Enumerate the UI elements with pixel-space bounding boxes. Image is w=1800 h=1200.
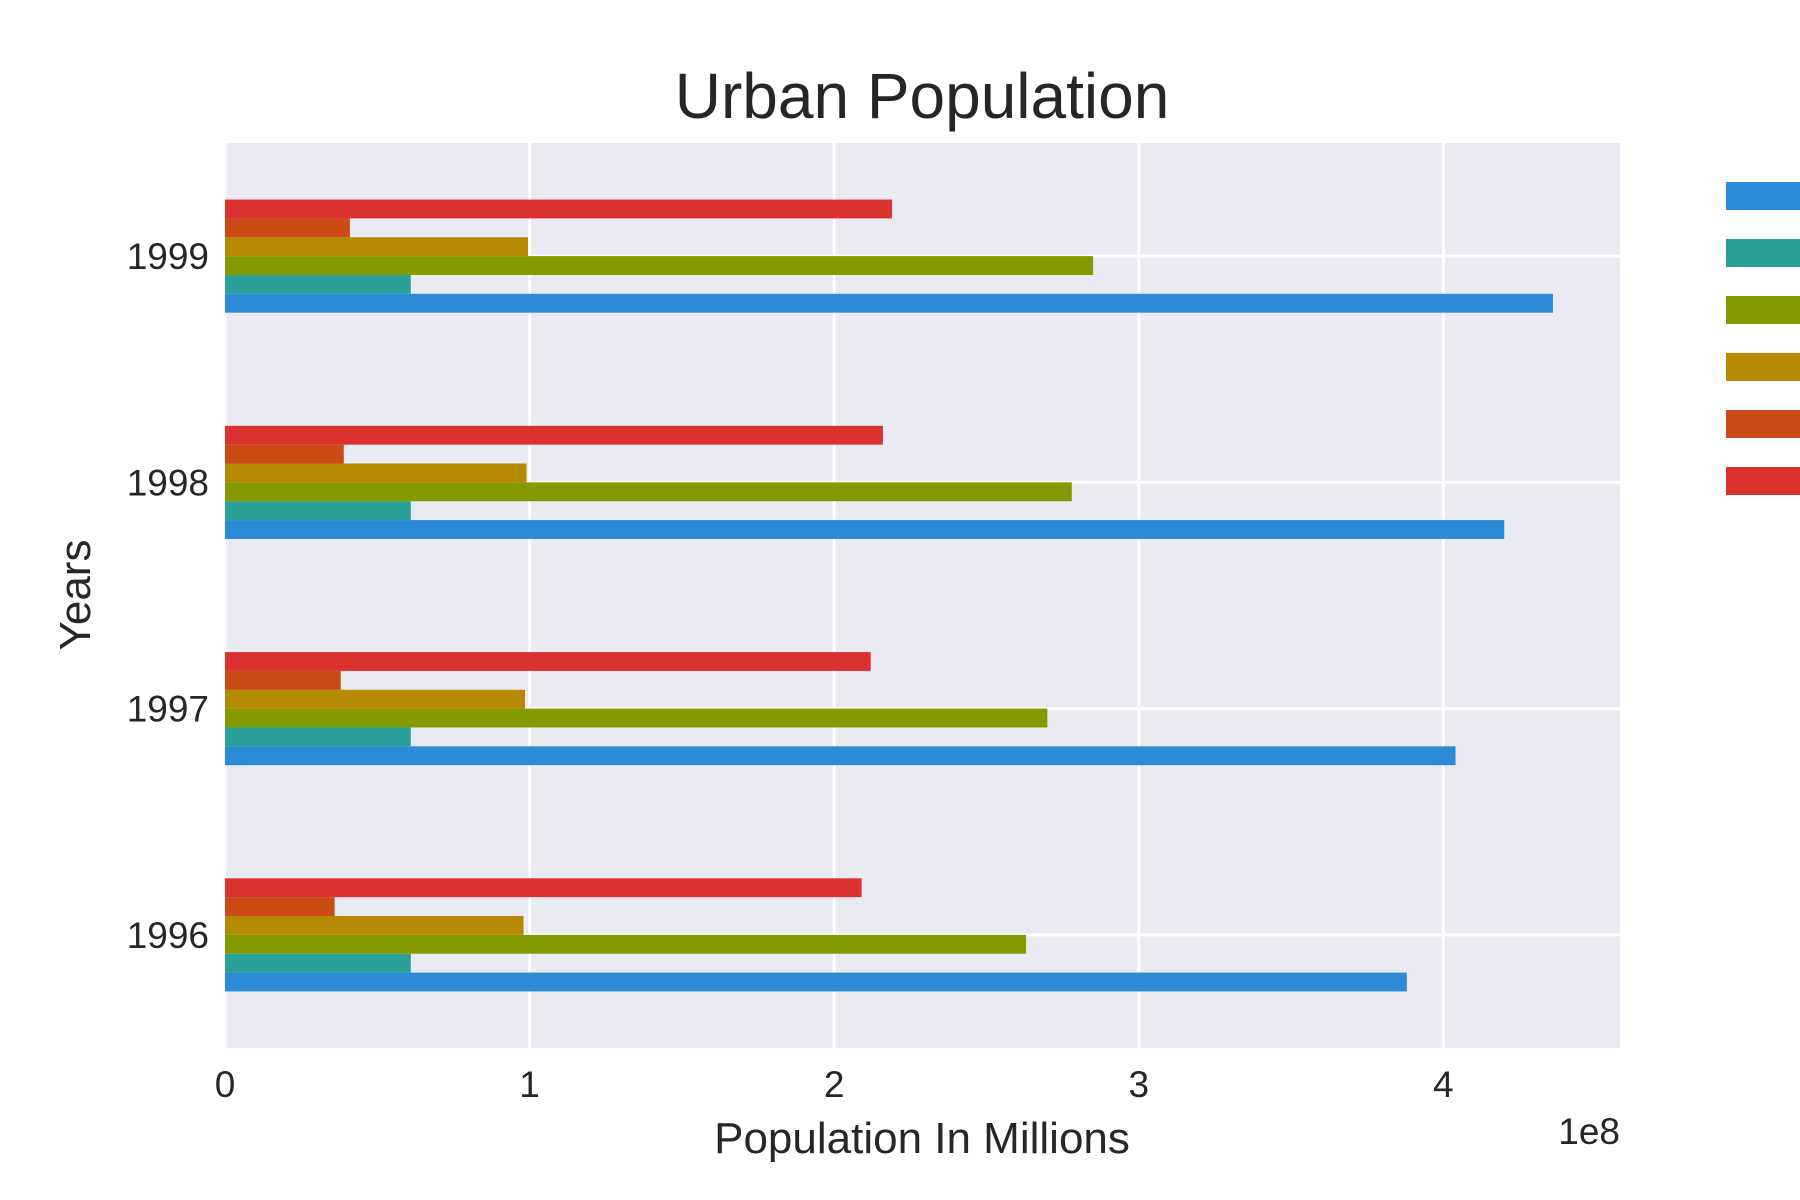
x-tick-label-0: 0 xyxy=(215,1064,236,1105)
y-axis-label: Years xyxy=(51,540,100,651)
y-tick-label-1997: 1997 xyxy=(127,689,209,730)
x-tick-label-2: 2 xyxy=(824,1064,845,1105)
legend-swatch-2 xyxy=(1726,239,1800,267)
x-tick-labels: 0 1 2 3 4 xyxy=(215,1064,1454,1105)
bar-1998-series-6 xyxy=(225,425,883,445)
bar-1999-series-2 xyxy=(225,274,411,294)
bar-1996-series-3 xyxy=(225,934,1027,954)
legend-swatch-3 xyxy=(1726,296,1800,324)
legend-swatch-1 xyxy=(1726,182,1800,210)
legend-swatch-4 xyxy=(1726,353,1800,381)
bar-1998-series-5 xyxy=(225,444,344,464)
bar-1997-series-3 xyxy=(225,708,1048,728)
y-tick-label-1996: 1996 xyxy=(127,915,209,956)
chart-title: Urban Population xyxy=(675,60,1170,132)
bar-1996-series-5 xyxy=(225,897,335,917)
bar-1998-series-4 xyxy=(225,463,527,483)
bar-1996-series-1 xyxy=(225,972,1407,992)
plot-background xyxy=(225,143,1620,1048)
x-tick-label-1: 1 xyxy=(519,1064,540,1105)
bar-1996-series-4 xyxy=(225,916,524,935)
x-tick-label-3: 3 xyxy=(1128,1064,1149,1105)
bar-1997-series-4 xyxy=(225,689,526,709)
x-tick-label-4: 4 xyxy=(1433,1064,1454,1105)
legend-swatch-5 xyxy=(1726,410,1800,438)
bar-1999-series-5 xyxy=(225,218,350,238)
bar-1998-series-2 xyxy=(225,501,411,521)
y-tick-label-1998: 1998 xyxy=(127,462,209,503)
bar-1998-series-1 xyxy=(225,520,1505,539)
bars xyxy=(225,199,1553,992)
bar-1999-series-3 xyxy=(225,256,1094,275)
x-axis-label: Population In Millions xyxy=(714,1114,1130,1163)
bar-1997-series-5 xyxy=(225,670,341,690)
legend xyxy=(1726,182,1800,495)
bar-1999-series-1 xyxy=(225,293,1553,313)
bar-1999-series-6 xyxy=(225,199,893,219)
bar-1996-series-2 xyxy=(225,953,411,973)
y-tick-label-1999: 1999 xyxy=(127,236,209,277)
bar-1997-series-2 xyxy=(225,727,411,747)
x-axis-offset-label: 1e8 xyxy=(1558,1111,1620,1152)
bar-1999-series-4 xyxy=(225,237,529,257)
bar-1997-series-6 xyxy=(225,652,871,671)
bar-1996-series-6 xyxy=(225,878,862,898)
bar-1997-series-1 xyxy=(225,746,1456,766)
y-tick-labels: 1996 1997 1998 1999 xyxy=(127,236,209,956)
legend-swatch-6 xyxy=(1726,467,1800,495)
bar-1998-series-3 xyxy=(225,482,1072,502)
